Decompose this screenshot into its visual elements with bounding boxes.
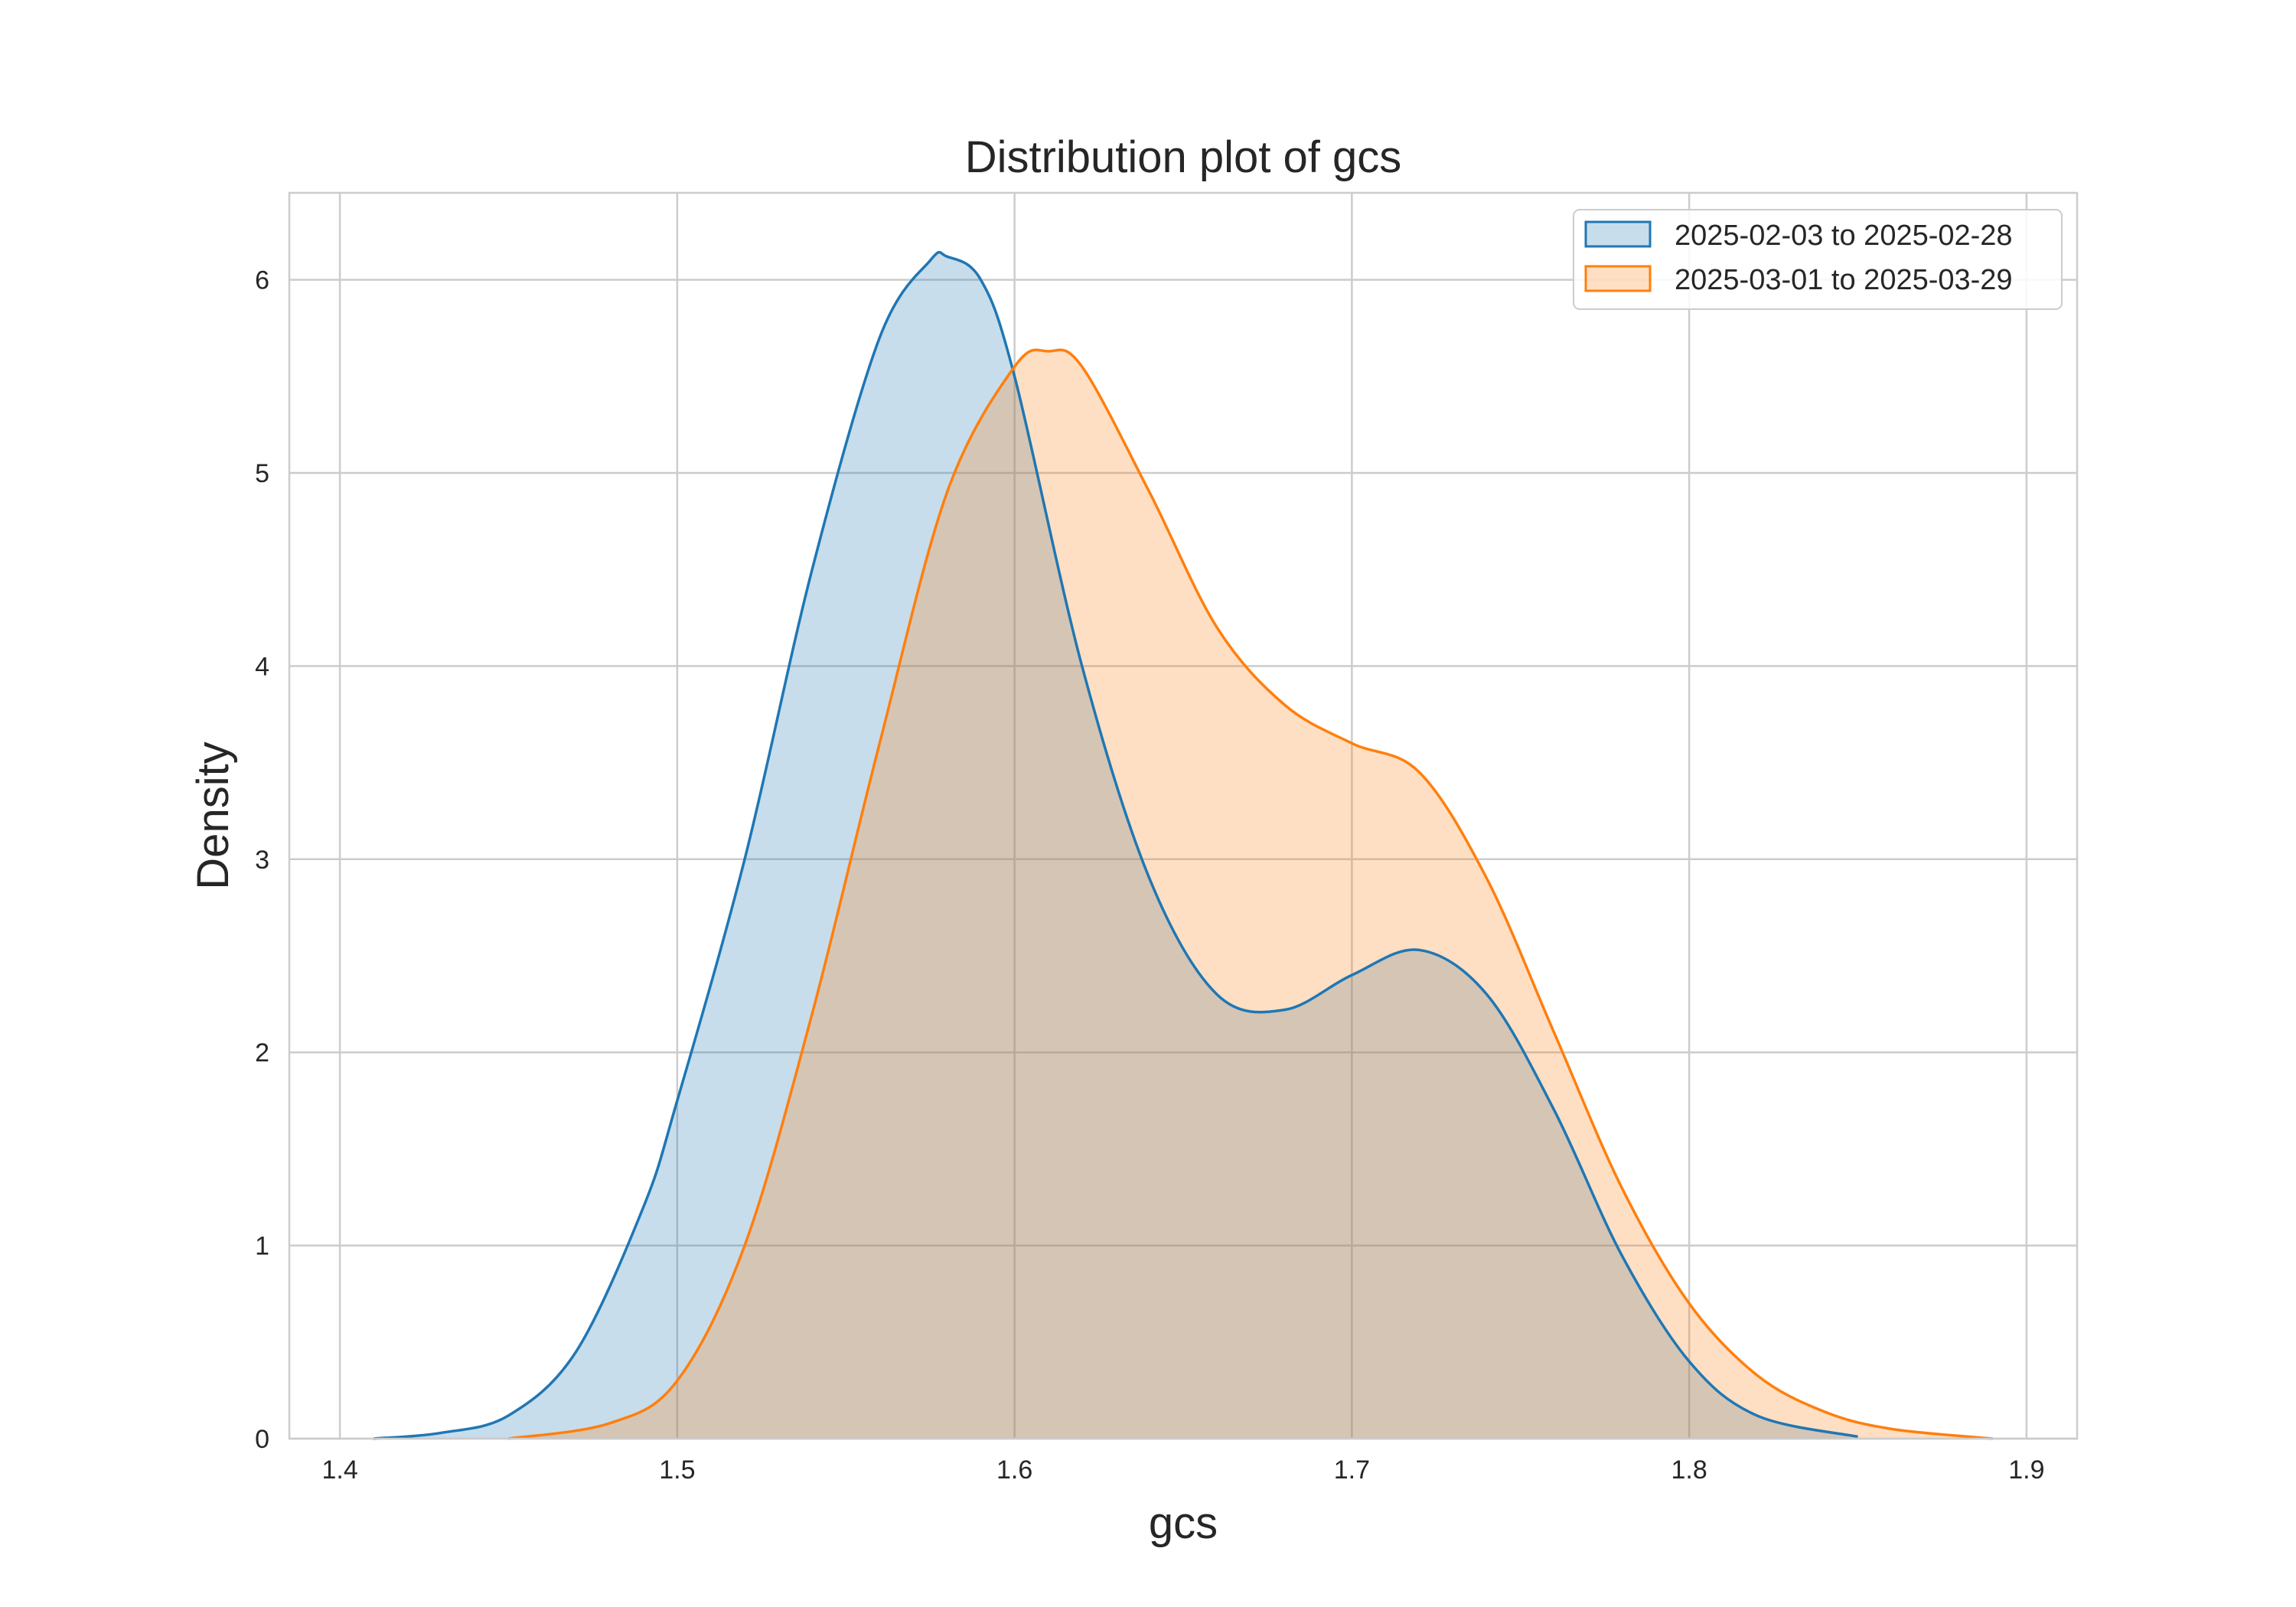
gridlines [289, 193, 2077, 1440]
x-tick-label: 1.6 [996, 1455, 1032, 1485]
x-tick-label: 1.8 [1671, 1455, 1707, 1485]
legend-swatch-mar [1584, 265, 1652, 292]
y-tick-label: 0 [255, 1425, 269, 1454]
plot-frame [288, 191, 2079, 1440]
y-tick-label: 3 [255, 846, 269, 875]
y-axis-title: Density [188, 742, 238, 889]
series-0-area [373, 252, 1858, 1439]
legend-label-mar: 2025-03-01 to 2025-03-29 [1675, 264, 2013, 296]
series-layer [373, 250, 1993, 1440]
x-tick-label: 1.4 [321, 1455, 357, 1485]
y-tick-label: 4 [255, 652, 269, 681]
x-tick-label: 1.7 [1334, 1455, 1370, 1485]
series-0-line [373, 250, 1858, 1440]
plot-background [289, 193, 2077, 1439]
y-tick-label: 2 [255, 1038, 269, 1068]
series-1-area [508, 350, 1993, 1439]
legend: 2025-02-03 to 2025-02-28 2025-03-01 to 2… [1573, 209, 2063, 310]
x-tick-label: 1.5 [659, 1455, 695, 1485]
legend-label-feb: 2025-02-03 to 2025-02-28 [1675, 220, 2013, 252]
y-tick-label: 5 [255, 459, 269, 488]
x-tick-label: 1.9 [2008, 1455, 2044, 1485]
legend-swatch-feb [1584, 220, 1652, 248]
series-1-line [508, 348, 1993, 1440]
y-tick-label: 1 [255, 1232, 269, 1261]
x-axis-title: gcs [1149, 1498, 1218, 1548]
x-tick-labels: 1.4 1.5 1.6 1.7 1.8 1.9 [321, 1455, 2044, 1485]
legend-frame [1573, 209, 2063, 310]
y-tick-label: 6 [255, 266, 269, 295]
chart-title: Distribution plot of gcs [965, 132, 1402, 182]
y-tick-labels: 0 1 2 3 4 5 6 [255, 266, 269, 1454]
